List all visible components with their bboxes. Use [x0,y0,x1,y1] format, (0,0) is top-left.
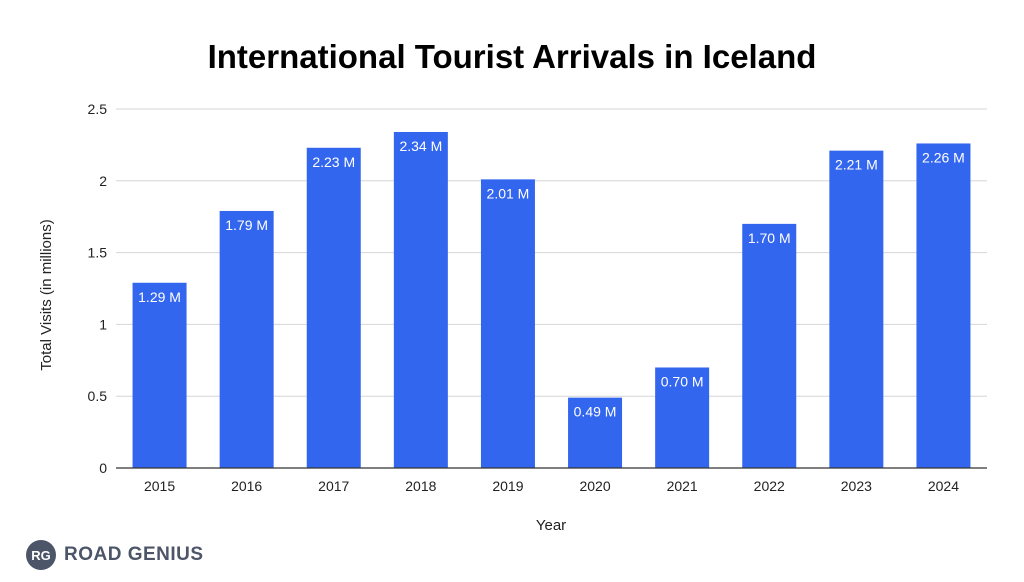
bar-data-label: 2.34 M [399,138,442,154]
bar-data-label: 1.70 M [748,230,791,246]
brand-badge-icon: RG [26,540,56,570]
y-tick-label: 0.5 [88,388,108,404]
bar-2019 [480,179,535,468]
x-tick-label: 2021 [667,478,698,494]
x-tick-label: 2018 [405,478,436,494]
bar-data-label: 2.26 M [922,149,965,165]
y-tick-label: 1 [99,316,107,332]
bar-data-label: 2.01 M [487,185,530,201]
y-tick-label: 1.5 [88,245,108,261]
bar-2020 [568,397,623,468]
y-tick-label: 2 [99,173,107,189]
x-tick-label: 2024 [928,478,959,494]
y-tick-label: 0 [99,460,107,476]
bar-data-label: 0.70 M [661,373,704,389]
bar-data-label: 1.29 M [138,289,181,305]
bars: 1.29 M 1.79 M 2.23 M 2.34 M 2.01 M 0.49 M 0.70… [132,131,971,469]
bar-data-label: 0.49 M [574,404,617,420]
bar-2018 [393,131,448,468]
bar-data-label: 1.79 M [225,217,268,233]
x-tick-label: 2022 [754,478,785,494]
axes: 0 0.5 1 1.5 2 2.5 2015 2016 2017 2018 2019 2020 2021… [88,101,987,494]
bar-2015 [132,282,187,468]
x-tick-label: 2017 [318,478,349,494]
bar-data-label: 2.23 M [312,154,355,170]
bar-2023 [829,150,884,469]
x-tick-label: 2016 [231,478,262,494]
y-axis-label: Total Visits (in millions) [38,219,55,370]
y-tick-label: 2.5 [88,101,108,117]
bar-2024 [916,143,971,469]
bar-2016 [219,210,274,468]
bar-data-label: 2.21 M [835,157,878,173]
x-tick-label: 2020 [579,478,610,494]
bar-2017 [306,147,361,468]
chart-title: International Tourist Arrivals in Icelan… [207,38,817,75]
x-tick-label: 2023 [841,478,872,494]
bar-2022 [742,223,797,468]
x-axis-label: Year [536,517,566,534]
x-tick-label: 2019 [492,478,523,494]
brand-name: ROAD GENIUS [64,544,204,565]
x-tick-label: 2015 [144,478,175,494]
brand-logo: RG ROAD GENIUS [26,538,204,572]
bar-2021 [655,367,710,468]
